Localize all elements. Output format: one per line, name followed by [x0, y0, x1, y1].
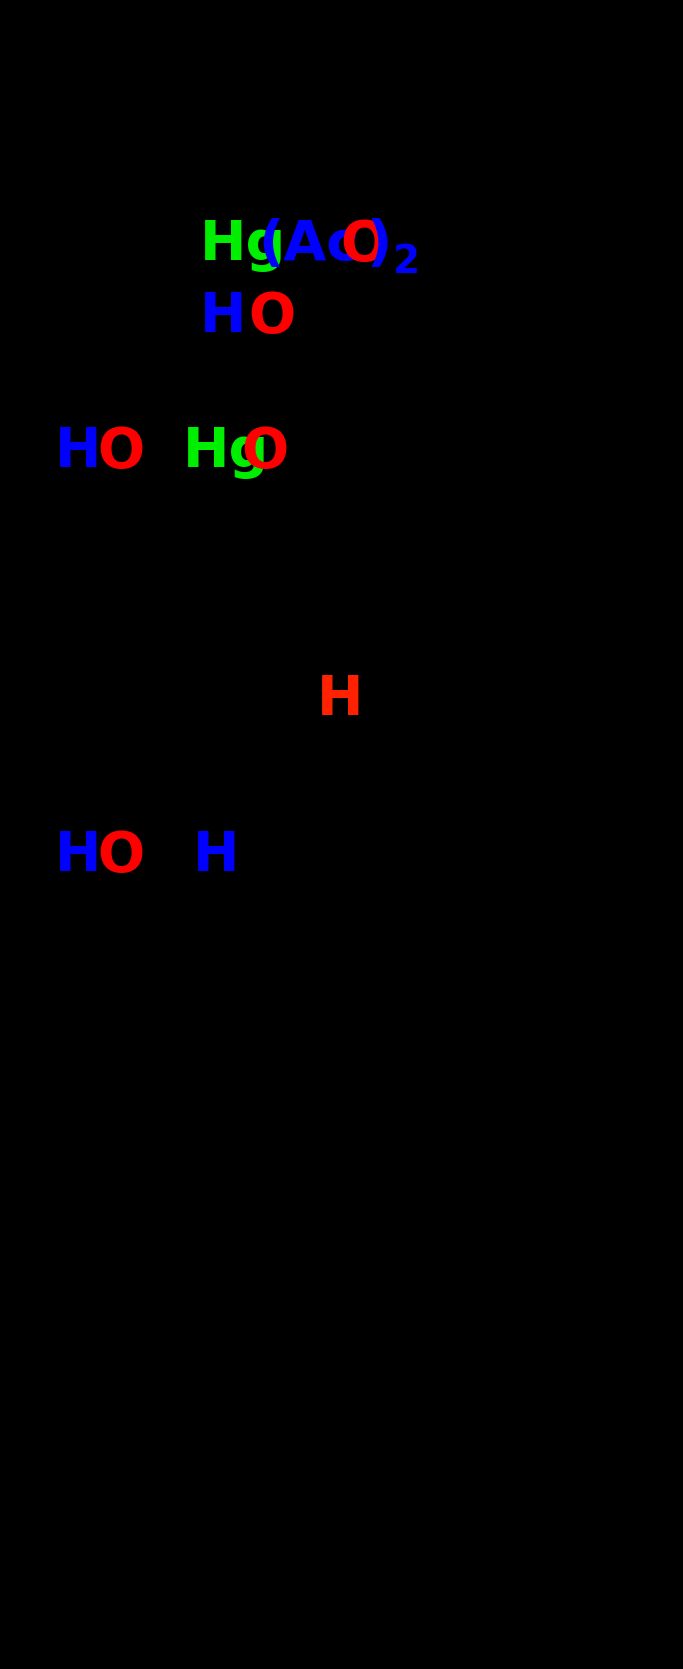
Text: Hg: Hg — [200, 219, 286, 272]
Text: H: H — [55, 426, 102, 479]
Text: H: H — [193, 829, 240, 883]
Text: Hg: Hg — [183, 426, 269, 479]
Text: H: H — [317, 673, 363, 728]
Text: O: O — [241, 426, 288, 479]
Text: H: H — [55, 829, 102, 883]
Text: (Ac: (Ac — [258, 219, 359, 272]
Text: O: O — [97, 426, 144, 479]
Text: 2: 2 — [393, 244, 420, 280]
Text: ): ) — [367, 219, 392, 272]
Text: O: O — [248, 290, 295, 344]
Text: O: O — [340, 219, 387, 272]
Text: H: H — [200, 290, 247, 344]
Text: O: O — [97, 829, 144, 883]
